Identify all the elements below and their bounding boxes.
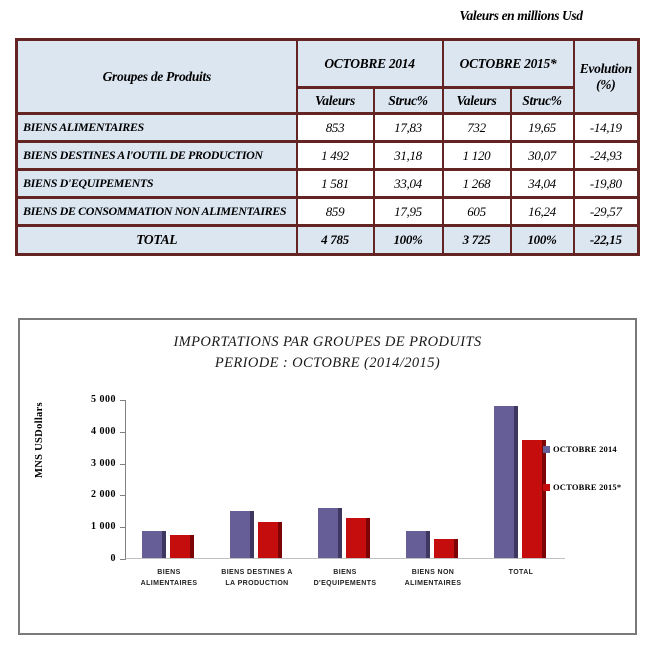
row-label: BIENS DESTINES A l'OUTIL DE PRODUCTION <box>15 140 298 171</box>
cell-evolution: -14,19 <box>572 112 640 143</box>
page-title: Valeurs en millions Usd <box>459 8 583 23</box>
y-tick-label: 3 000 <box>91 457 116 469</box>
total-struc-2015: 100% <box>509 224 575 256</box>
cell-struc-2015: 19,65 <box>509 112 575 143</box>
y-tick-label: 4 000 <box>91 425 116 437</box>
y-tick-mark <box>120 527 126 529</box>
subheader-valeurs-2015: Valeurs <box>441 86 512 115</box>
chart-bar <box>230 510 254 558</box>
chart-bar <box>522 439 546 558</box>
y-tick-label: 5 000 <box>91 394 116 405</box>
table-row: BIENS D'EQUIPEMENTS 1 581 33,04 1 268 34… <box>15 168 640 199</box>
legend-swatch <box>543 445 550 453</box>
row-label: BIENS D'EQUIPEMENTS <box>15 168 298 199</box>
imports-table: Groupes de Produits OCTOBRE 2014 OCTOBRE… <box>15 38 641 256</box>
subheader-struc-2015: Struc% <box>509 86 575 115</box>
cell-valeurs-2014: 859 <box>295 196 375 227</box>
cell-struc-2015: 30,07 <box>509 140 575 171</box>
total-struc-2014: 100% <box>372 224 444 256</box>
y-tick-mark <box>120 400 126 401</box>
legend-item: OCTOBRE 2014 <box>543 444 617 454</box>
cell-struc-2014: 17,83 <box>372 112 444 143</box>
chart-title: IMPORTATIONS PAR GROUPES DE PRODUITS PER… <box>20 332 635 374</box>
header-octobre-2015: OCTOBRE 2015* <box>441 38 575 89</box>
chart-bar <box>170 534 194 558</box>
chart-bar <box>346 517 370 558</box>
y-tick-mark <box>120 559 126 560</box>
chart-title-line2: PERIODE : OCTOBRE (2014/2015) <box>214 355 441 372</box>
cell-evolution: -24,93 <box>572 140 640 171</box>
table-row: BIENS DE CONSOMMATION NON ALIMENTAIRES 8… <box>15 196 640 227</box>
table-row: BIENS ALIMENTAIRES 853 17,83 732 19,65 -… <box>15 112 640 143</box>
chart-bar <box>258 522 282 558</box>
cell-struc-2014: 17,95 <box>372 196 444 227</box>
y-tick-label: 0 <box>110 553 116 564</box>
legend-label: OCTOBRE 2014 <box>553 444 617 454</box>
cell-struc-2015: 34,04 <box>509 168 575 199</box>
total-evolution: -22,15 <box>572 224 640 256</box>
subheader-valeurs-2014: Valeurs <box>295 86 375 115</box>
table-total-row: TOTAL 4 785 100% 3 725 100% -22,15 <box>15 224 640 256</box>
y-tick-label: 2 000 <box>91 489 116 501</box>
y-tick-label: 1 000 <box>91 521 116 533</box>
legend-item: OCTOBRE 2015* <box>543 482 621 492</box>
header-groupes-produits: Groupes de Produits <box>15 38 298 115</box>
x-axis-label: BIENS NON ALIMENTAIRES <box>404 569 462 587</box>
chart-title-line1: IMPORTATIONS PAR GROUPES DE PRODUITS <box>173 334 482 350</box>
legend-swatch <box>543 483 550 491</box>
total-valeurs-2015: 3 725 <box>441 224 512 256</box>
chart-bar <box>406 530 430 558</box>
cell-valeurs-2014: 1 581 <box>295 168 375 199</box>
header-evolution: Evolution (%) <box>572 38 640 115</box>
cell-evolution: -29,57 <box>572 196 640 227</box>
cell-valeurs-2015: 1 120 <box>441 140 512 171</box>
plot-area: 5 000 4 000 3 000 2 000 1 000 0 <box>91 394 565 564</box>
y-tick-mark <box>120 463 126 465</box>
chart-bar <box>434 538 458 558</box>
table-row: BIENS DESTINES A l'OUTIL DE PRODUCTION 1… <box>15 140 640 171</box>
cell-valeurs-2015: 605 <box>441 196 512 227</box>
x-axis-label: TOTAL <box>508 569 534 576</box>
row-label: BIENS ALIMENTAIRES <box>15 112 298 143</box>
header-octobre-2014: OCTOBRE 2014 <box>295 38 444 89</box>
chart-bar <box>142 530 166 558</box>
cell-struc-2014: 31,18 <box>372 140 444 171</box>
cell-struc-2014: 33,04 <box>372 168 444 199</box>
cell-valeurs-2014: 1 492 <box>295 140 375 171</box>
x-axis-label: BIENS ALIMENTAIRES <box>140 569 198 587</box>
y-tick-mark <box>120 495 126 497</box>
y-axis-label: MNS USDollars <box>34 402 45 478</box>
total-label: TOTAL <box>15 224 298 256</box>
imports-chart: IMPORTATIONS PAR GROUPES DE PRODUITS PER… <box>18 318 637 635</box>
cell-valeurs-2015: 1 268 <box>441 168 512 199</box>
row-label: BIENS DE CONSOMMATION NON ALIMENTAIRES <box>15 196 298 227</box>
cell-evolution: -19,80 <box>572 168 640 199</box>
x-axis-label: BIENS D'EQUIPEMENTS <box>313 569 377 587</box>
chart-bar <box>494 405 518 558</box>
cell-valeurs-2015: 732 <box>441 112 512 143</box>
legend-label: OCTOBRE 2015* <box>553 482 622 492</box>
x-axis-label: BIENS DESTINES A LA PRODUCTION <box>221 569 293 587</box>
cell-valeurs-2014: 853 <box>295 112 375 143</box>
x-axis-labels: BIENS ALIMENTAIRES BIENS DESTINES A LA PROD… <box>125 568 565 589</box>
chart-bar <box>318 507 342 558</box>
cell-struc-2015: 16,24 <box>509 196 575 227</box>
subheader-struc-2014: Struc% <box>372 86 444 115</box>
y-tick-mark <box>120 431 126 433</box>
total-valeurs-2014: 4 785 <box>295 224 375 256</box>
